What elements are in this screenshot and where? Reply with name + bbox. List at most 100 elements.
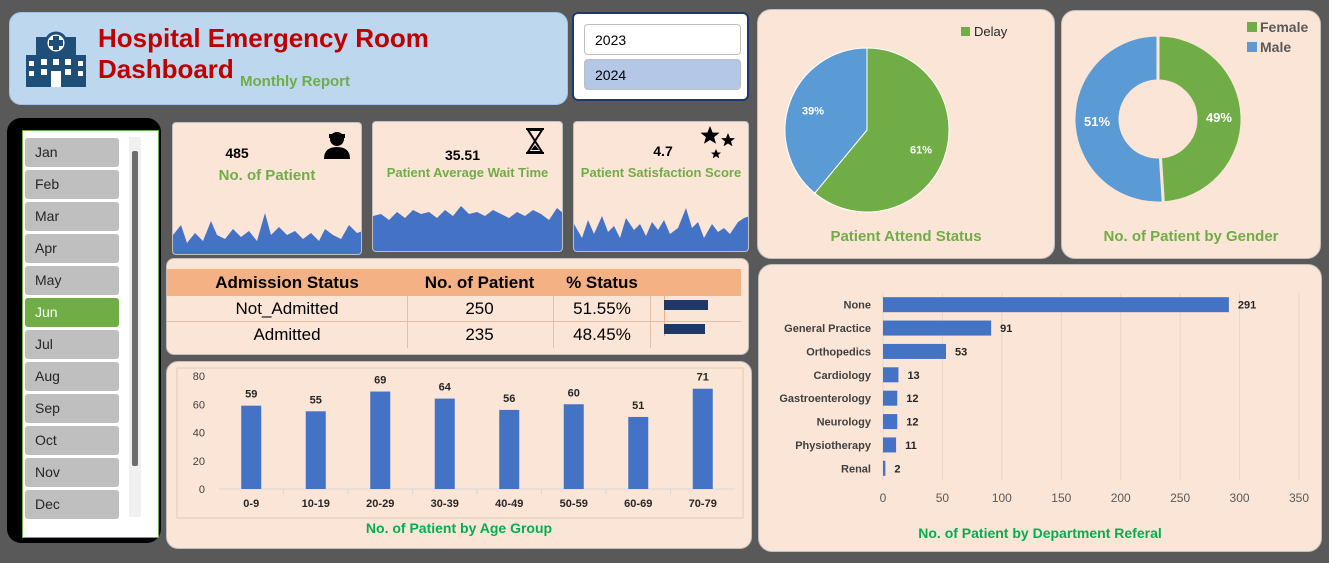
age-bar xyxy=(692,388,713,489)
month-option-nov[interactable]: Nov xyxy=(25,458,119,487)
month-option-feb[interactable]: Feb xyxy=(25,170,119,199)
department-bar xyxy=(883,297,1229,313)
age-chart-title: No. of Patient by Age Group xyxy=(365,520,553,536)
department-bar-label: 12 xyxy=(906,417,918,429)
donut-slice-label: 51% xyxy=(1084,114,1110,129)
x-tick-label: 350 xyxy=(1289,491,1309,505)
x-tick-label: 0 xyxy=(880,491,887,505)
month-option-mar[interactable]: Mar xyxy=(25,202,119,231)
month-option-may[interactable]: May xyxy=(25,266,119,295)
admission-row-count: 250 xyxy=(465,299,494,318)
department-bar-label: 12 xyxy=(906,393,918,405)
gender-panel: 49% 51% Female Male No. of Patient by Gende… xyxy=(1061,10,1321,259)
stars-icon xyxy=(700,126,735,159)
admission-status-panel: Admission Status No. of Patient % Status… xyxy=(166,258,749,355)
age-bar-label: 69 xyxy=(374,375,386,387)
month-option-aug[interactable]: Aug xyxy=(25,362,119,391)
age-bar xyxy=(499,409,520,489)
month-option-dec[interactable]: Dec xyxy=(25,490,119,519)
y-category-label: Gastroenterology xyxy=(779,393,872,405)
x-tick-label: 150 xyxy=(1051,491,1071,505)
month-option-jul[interactable]: Jul xyxy=(25,330,119,359)
x-tick-label: 70-79 xyxy=(689,498,717,510)
kpi-satisfaction-label: Patient Satisfaction Score xyxy=(580,165,742,180)
department-bar xyxy=(883,390,898,406)
year-slicer: 2023 2024 xyxy=(572,12,749,101)
department-bar xyxy=(883,437,897,453)
pie-slice xyxy=(814,47,950,213)
legend-swatch xyxy=(961,27,970,36)
age-group-chart: 0 20 40 60 80 59 0-9 55 10-19 69 20-29 64 30-39 56 40-… xyxy=(176,367,744,519)
legend-label: Male xyxy=(1260,39,1291,55)
kpi-patients-sparkline xyxy=(173,213,361,254)
month-option-jan[interactable]: Jan xyxy=(25,138,119,167)
x-tick-label: 300 xyxy=(1230,491,1250,505)
age-bar xyxy=(305,411,326,489)
age-bar-label: 64 xyxy=(439,382,452,394)
y-category-label: Neurology xyxy=(817,417,872,429)
page-title: Hospital Emergency Room Dashboard xyxy=(98,23,429,84)
year-option-2024[interactable]: 2024 xyxy=(584,59,741,90)
kpi-card-wait-time: 35.51 Patient Average Wait Time xyxy=(372,121,563,252)
x-tick-label: 50-59 xyxy=(560,498,588,510)
row-divider xyxy=(167,321,741,322)
admission-row-pct: 48.45% xyxy=(573,325,631,344)
month-scroll-thumb[interactable] xyxy=(132,151,138,466)
month-option-sep[interactable]: Sep xyxy=(25,394,119,423)
department-bar xyxy=(883,367,899,383)
admission-row-status: Not_Admitted xyxy=(235,299,339,318)
age-group-chart-panel: 0 20 40 60 80 59 0-9 55 10-19 69 20-29 64 30-39 56 40-… xyxy=(166,361,752,549)
department-chart-title: No. of Patient by Department Referal xyxy=(918,525,1162,541)
year-option-2023[interactable]: 2023 xyxy=(584,24,741,55)
kpi-card-satisfaction: 4.7 Patient Satisfaction Score xyxy=(573,121,749,252)
y-tick-label: 0 xyxy=(199,484,205,496)
kpi-patients-value: 485 xyxy=(225,145,249,161)
donut-slice xyxy=(1072,33,1165,205)
y-category-label: Orthopedics xyxy=(806,346,871,358)
y-tick-label: 60 xyxy=(193,399,205,411)
admission-table-header xyxy=(167,269,741,296)
plot-frame xyxy=(176,367,744,519)
column-divider xyxy=(650,296,651,348)
department-bar xyxy=(883,460,886,476)
admission-data-bar xyxy=(664,300,708,310)
x-tick-label: 40-49 xyxy=(495,498,523,510)
hourglass-icon xyxy=(526,128,544,154)
age-bar-label: 56 xyxy=(503,393,515,405)
x-tick-label: 20-29 xyxy=(366,498,394,510)
y-tick-label: 20 xyxy=(193,456,205,468)
month-option-jun[interactable]: Jun xyxy=(25,298,119,327)
x-tick-label: 100 xyxy=(992,491,1012,505)
month-option-apr[interactable]: Apr xyxy=(25,234,119,263)
department-bar-label: 291 xyxy=(1238,300,1256,312)
legend-label: Female xyxy=(1260,19,1308,35)
month-option-oct[interactable]: Oct xyxy=(25,426,119,455)
admission-data-bar xyxy=(664,324,705,334)
department-bar-label: 11 xyxy=(905,440,917,452)
donut-slice-label: 49% xyxy=(1206,110,1232,125)
department-bar-label: 53 xyxy=(955,346,967,358)
y-category-label: None xyxy=(844,300,872,312)
age-bar-label: 60 xyxy=(568,387,580,399)
legend-label: Delay xyxy=(974,24,1008,39)
department-chart-panel: 0 50 100 150 200 250 300 350 291 None 91 General Pr… xyxy=(758,264,1322,552)
age-bar-label: 71 xyxy=(697,372,709,384)
department-bar-label: 13 xyxy=(907,370,919,382)
month-scrollbar[interactable] xyxy=(129,137,141,517)
age-bar xyxy=(370,391,391,489)
age-bar-label: 55 xyxy=(310,394,322,406)
kpi-satisfaction-value: 4.7 xyxy=(653,143,673,159)
admission-header-count: No. of Patient xyxy=(424,273,535,292)
x-tick-label: 10-19 xyxy=(302,498,330,510)
department-bar xyxy=(883,414,898,430)
pie-slice xyxy=(784,47,868,194)
age-bar-label: 59 xyxy=(245,389,257,401)
dashboard-title-panel: Hospital Emergency Room Dashboard Monthl… xyxy=(9,12,568,105)
x-tick-label: 0-9 xyxy=(243,498,259,510)
admission-row-pct: 51.55% xyxy=(573,299,631,318)
kpi-card-patients: 485 No. of Patient xyxy=(172,122,362,255)
y-category-label: General Practice xyxy=(784,323,871,335)
kpi-wait-time-label: Patient Average Wait Time xyxy=(386,165,549,180)
department-bar-label: 91 xyxy=(1000,323,1012,335)
donut-slice xyxy=(1156,33,1244,205)
